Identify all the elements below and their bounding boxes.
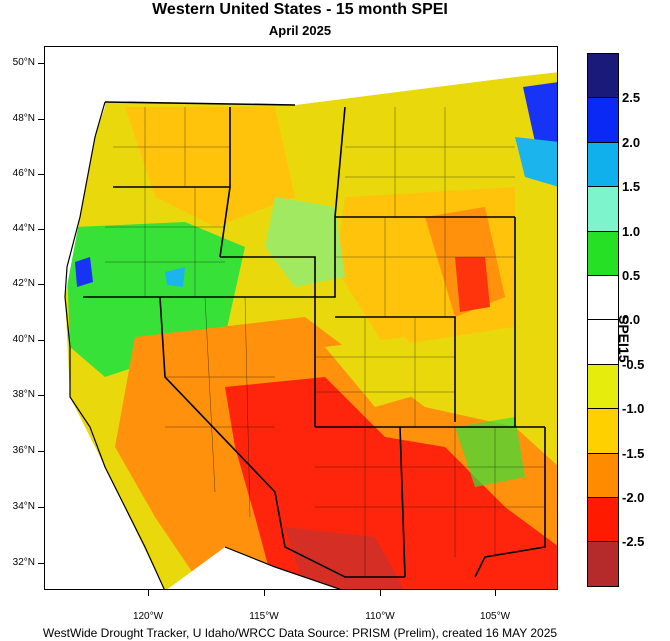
lat-label: 36°N — [12, 445, 35, 456]
colorbar-tick-label: 2.0 — [622, 134, 641, 150]
colorbar-tick-label: -2.0 — [622, 490, 645, 505]
colorbar-segment — [587, 275, 619, 321]
colorbar-segment — [587, 141, 619, 188]
colorbar-segment — [587, 541, 619, 587]
colorbar-tick-label: -2.5 — [622, 534, 645, 550]
map-subtitle: April 2025 — [268, 23, 332, 38]
lat-tick — [38, 563, 44, 564]
spei-map-graphic — [45, 47, 557, 589]
lat-label: 32°N — [12, 557, 35, 568]
lat-label: 50°N — [12, 57, 35, 68]
lat-tick — [38, 119, 44, 120]
lat-tick — [38, 340, 44, 341]
colorbar-tick-label: 0.5 — [622, 268, 641, 283]
colorbar-tick-label: 1.5 — [622, 179, 641, 195]
lat-label: 34°N — [12, 501, 35, 512]
lon-label: 110°W — [365, 611, 395, 622]
state-boundaries — [83, 101, 546, 578]
mexico-border — [224, 546, 342, 589]
lat-label: 38°N — [12, 389, 35, 400]
lon-label: 115°W — [249, 611, 279, 622]
lat-label: 46°N — [12, 168, 35, 179]
colorbar-tick-label: -0.5 — [622, 356, 645, 372]
lat-tick — [38, 174, 44, 175]
map-title: Western United States - 15 month SPEI — [152, 1, 448, 18]
lon-tick — [380, 590, 381, 596]
lat-tick — [38, 63, 44, 64]
lat-tick — [38, 395, 44, 396]
lon-tick — [148, 590, 149, 596]
lat-label: 44°N — [12, 223, 35, 234]
colorbar-segment — [587, 53, 619, 99]
lon-label: 105°W — [479, 611, 511, 622]
colorbar-segment — [587, 97, 619, 143]
lon-label: 120°W — [132, 611, 164, 622]
lat-tick — [38, 284, 44, 285]
colorbar-tick-label: 2.5 — [622, 90, 641, 106]
lat-label: 42°N — [12, 278, 35, 289]
lon-tick — [264, 590, 265, 596]
lon-tick — [495, 590, 496, 596]
colorbar-segment — [587, 319, 619, 365]
colorbar-segment — [587, 230, 619, 276]
colorbar-segment — [587, 497, 619, 543]
spei-map — [44, 46, 558, 590]
colorbar-segment — [587, 186, 619, 232]
colorbar-segment — [587, 408, 619, 454]
coastline — [64, 101, 165, 589]
footer-credit: WestWide Drought Tracker, U Idaho/WRCC D… — [42, 626, 558, 640]
lat-label: 48°N — [12, 113, 35, 124]
colorbar-segment — [587, 452, 619, 498]
spei-field — [45, 47, 557, 589]
lat-label: 40°N — [12, 334, 35, 345]
colorbar-segment — [587, 363, 619, 410]
lat-tick — [38, 507, 44, 508]
colorbar-tick-label: -1.0 — [622, 401, 645, 417]
colorbar-tick-label: -1.5 — [622, 445, 645, 461]
colorbar-tick-label: 1.0 — [622, 223, 641, 239]
lat-tick — [38, 229, 44, 230]
colorbar-tick-label: 0.0 — [622, 312, 641, 328]
lat-tick — [38, 451, 44, 452]
county-boundaries — [105, 107, 545, 577]
